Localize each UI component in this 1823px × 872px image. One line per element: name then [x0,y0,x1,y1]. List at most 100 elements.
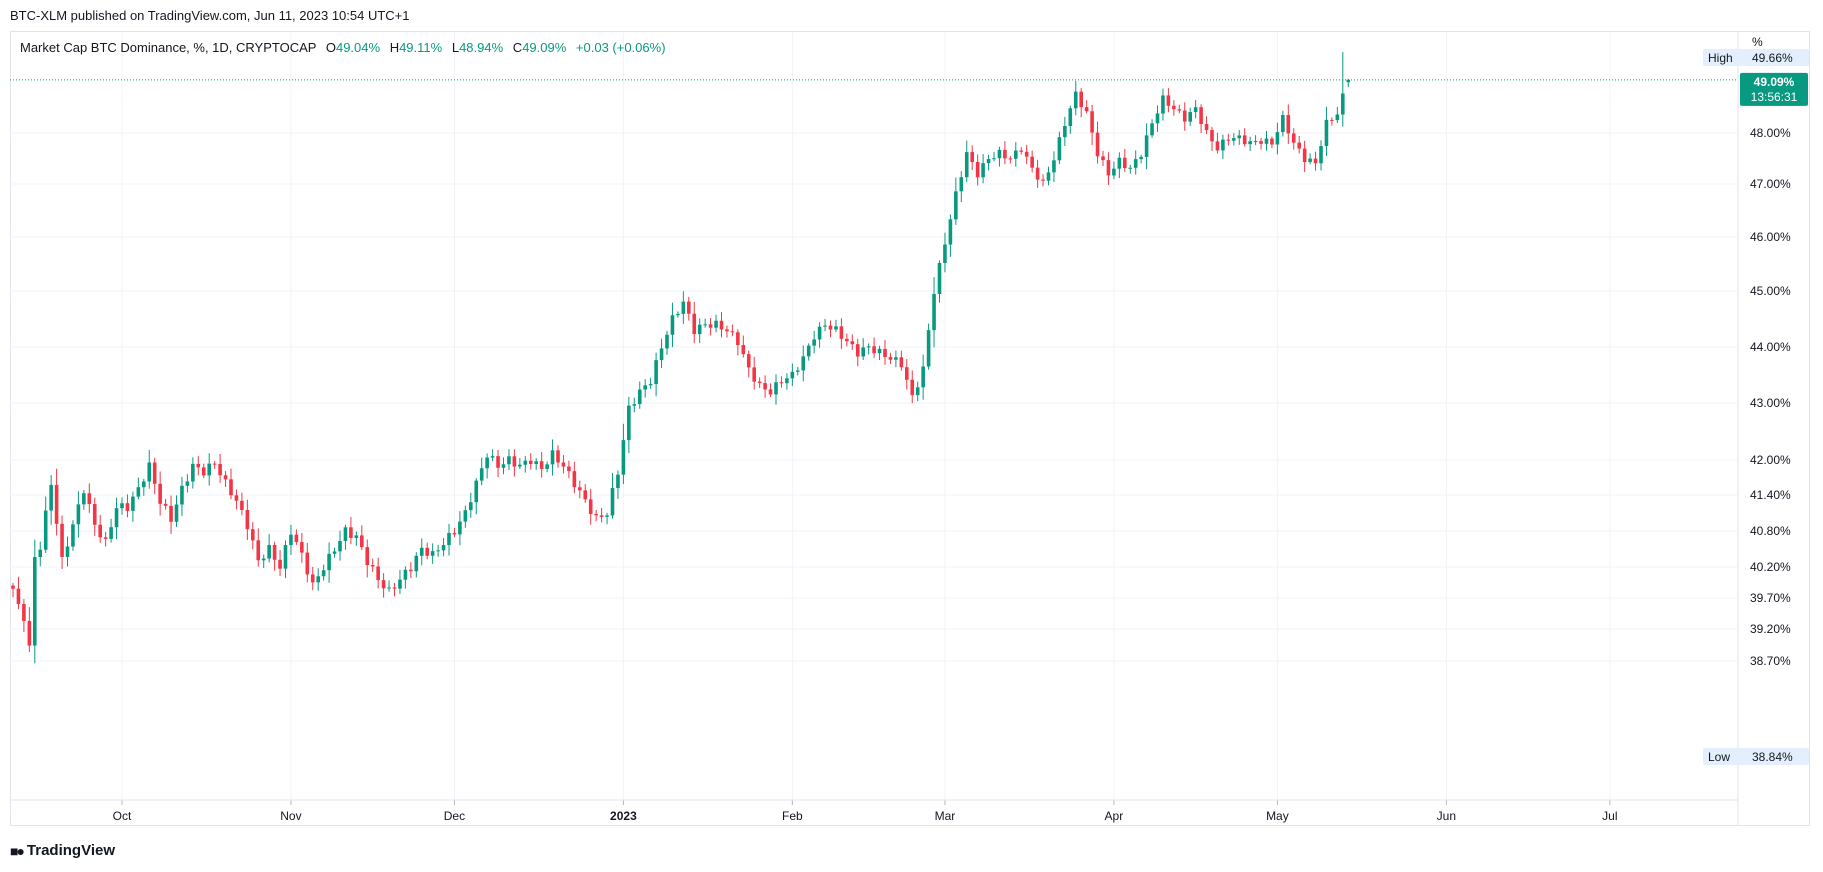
legend-change: +0.03 (+0.06%) [575,40,666,55]
candle-body [861,347,865,357]
candle-body [1242,135,1247,145]
candle-body [812,339,816,346]
candle-body [785,378,789,384]
candle-body [877,348,882,354]
candle-body [1117,157,1122,169]
legend-symbol: Market Cap BTC Dominance, %, 1D, CRYPTOC… [20,40,317,55]
candle-body [1144,135,1149,157]
price-tick-label: 45.00% [1750,284,1791,298]
candle-body [561,462,566,467]
candle-body [1024,151,1029,157]
candle-body [180,485,184,505]
candle-body [850,341,855,345]
candle-body [207,463,211,476]
candle-body [1330,119,1334,121]
candle-body [539,461,544,469]
candle-body [670,315,675,335]
candle-body [763,383,767,390]
candle-body [1297,142,1301,149]
candle-body [109,527,113,539]
time-tick-label: 2023 [610,809,637,823]
candle-body [746,354,751,368]
legend-high-value: 49.11% [399,40,443,55]
tradingview-brand[interactable]: ■● TradingView [10,842,115,859]
candle-body [752,367,756,382]
legend-low-value: 48.94% [459,40,504,55]
candle-body [676,313,680,316]
candle-body [1019,150,1024,152]
candle-body [1286,115,1291,134]
candle-body [49,484,53,511]
candle-body [474,480,479,503]
candle-body [256,540,261,561]
candle-body [245,510,250,530]
candle-body [1079,91,1083,108]
candle-body [441,545,446,551]
candle-body [349,527,353,538]
candle-body [71,524,75,547]
candle-body [87,493,92,505]
candle-body [779,382,784,384]
candle-body [1259,141,1263,144]
candle-body [1270,138,1274,145]
candle-body [289,534,293,546]
candle-body [806,345,811,357]
candle-body [409,569,413,572]
candle-body [1182,110,1187,122]
candle-body [469,502,473,511]
candle-body [43,510,48,550]
legend-high-label: H [389,40,400,55]
high-marker-label: High [1708,51,1733,65]
candle-body [1275,132,1280,145]
candle-body [948,219,953,245]
time-tick-label: May [1266,809,1289,823]
candle-body [545,464,549,469]
candle-body [725,329,729,332]
price-unit-label: % [1752,35,1763,49]
candle-body [1172,105,1176,110]
candle-body [22,604,26,621]
candle-body [212,463,217,465]
candle-body [1133,159,1138,168]
candle-body [703,324,707,326]
candle-body [147,462,152,482]
candle-body [714,320,718,328]
candle-body [54,484,59,524]
candle-body [801,356,806,371]
price-tick-label: 43.00% [1750,396,1791,410]
candle-body [414,555,419,572]
candle-body [425,547,429,556]
time-tick-label: Jun [1437,809,1456,823]
candle-body [697,324,702,335]
price-tick-label: 41.40% [1750,488,1791,502]
candle-body [823,325,827,327]
candle-body [1030,156,1034,168]
candle-body [490,456,495,458]
candle-body [267,544,271,559]
candle-body [774,382,778,395]
candle-body [932,293,936,331]
candle-body [1319,146,1323,164]
candle-body [1063,125,1067,138]
candle-body [964,152,969,178]
candle-body [419,547,424,556]
time-tick-label: Oct [113,809,132,823]
candle-body [643,385,647,390]
candle-body [294,534,299,543]
brand-label: TradingView [26,842,116,859]
candle-body [905,367,909,380]
price-tick-label: 48.00% [1750,126,1791,140]
candle-body [103,537,108,539]
candle-body [599,515,604,517]
candle-body [1302,148,1307,163]
candle-body [1128,167,1133,169]
candle-body [997,149,1002,159]
candle-body [583,490,588,500]
candle-body [578,487,582,491]
candle-body [621,440,626,475]
candle-body [567,466,571,472]
candle-body [300,542,304,553]
time-tick-label: Mar [935,809,956,823]
candle-body [1335,114,1340,121]
